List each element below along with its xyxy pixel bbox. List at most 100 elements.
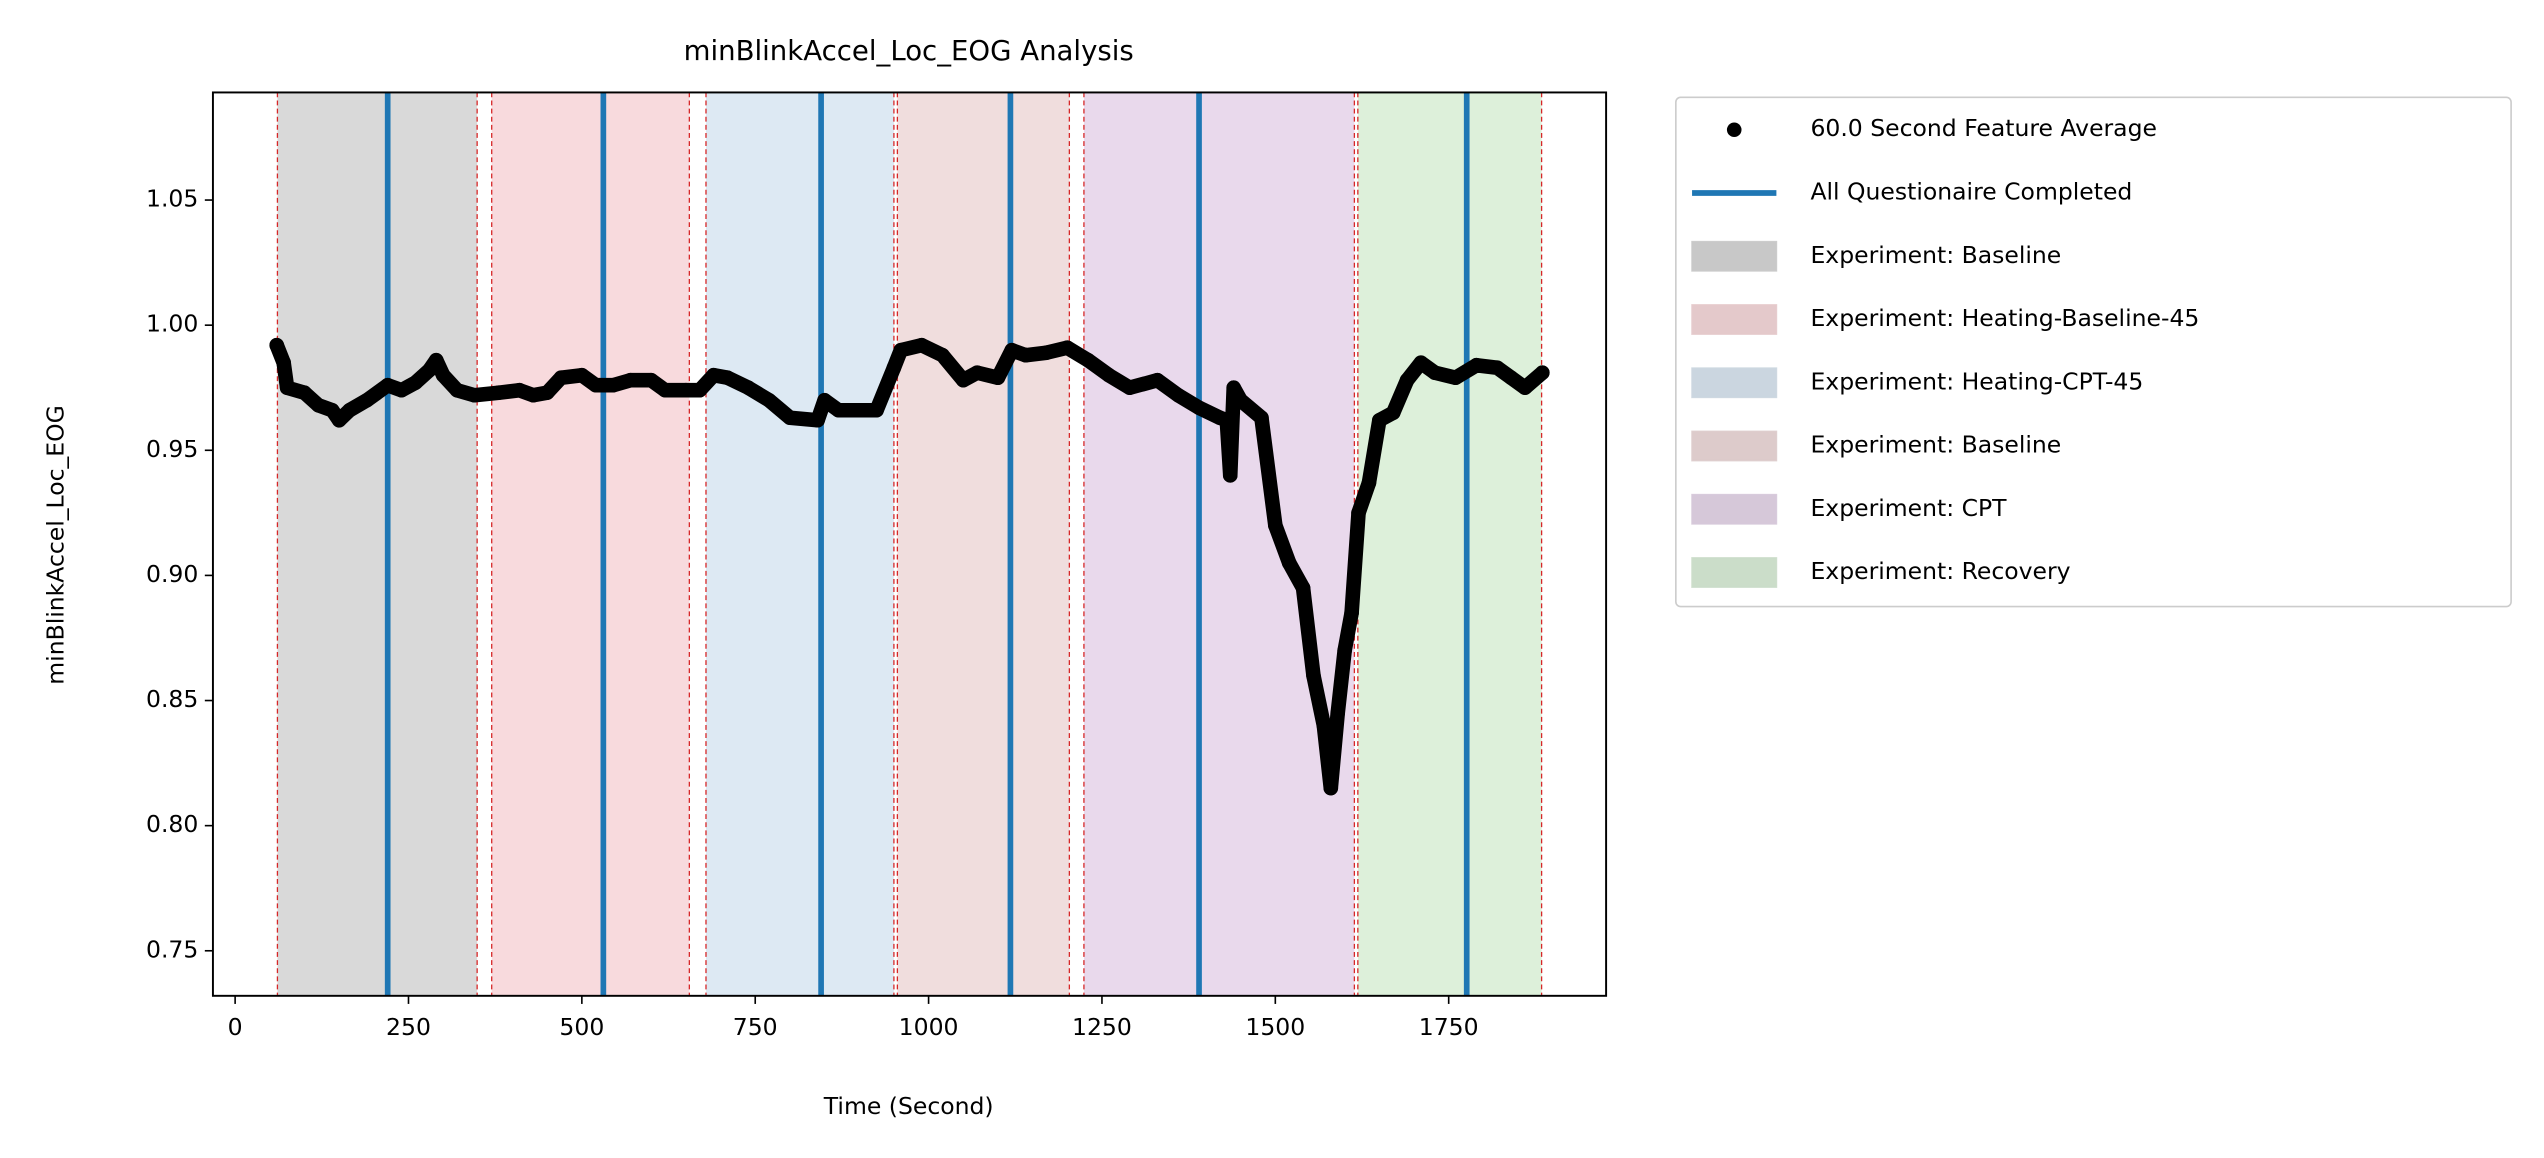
data-point (851, 402, 867, 418)
data-point (512, 382, 527, 398)
data-point (657, 382, 673, 398)
legend-swatch (1691, 493, 1778, 525)
legend-marker (1726, 122, 1742, 138)
data-point (720, 370, 735, 386)
y-tick-label: 1.05 (146, 185, 198, 213)
legend-box (1675, 96, 2512, 608)
data-point (1039, 345, 1054, 360)
data-point (1306, 668, 1321, 683)
data-point (1018, 347, 1033, 363)
y-tick-label: 1.00 (146, 310, 198, 338)
legend-swatch (1691, 240, 1778, 272)
x-tick-label: 1750 (1419, 1013, 1479, 1041)
data-point (1517, 380, 1533, 396)
x-tick-label: 1500 (1245, 1013, 1305, 1041)
data-point (1122, 380, 1137, 396)
legend-swatch (1691, 367, 1778, 399)
data-point (1344, 605, 1359, 621)
data-point (435, 367, 451, 383)
data-point (914, 337, 929, 353)
data-point (276, 355, 291, 371)
data-point (1413, 355, 1429, 371)
data-point (706, 367, 721, 383)
data-point (449, 382, 465, 398)
data-point (1330, 705, 1346, 721)
data-point (491, 385, 506, 401)
data-point (1080, 352, 1096, 368)
data-point (380, 377, 395, 393)
y-tick-label: 0.85 (146, 685, 198, 713)
data-point (331, 412, 347, 428)
data-point (359, 392, 375, 408)
data-point (1535, 365, 1550, 381)
phase-span (1357, 92, 1542, 996)
data-point (467, 387, 482, 403)
legend-label: Experiment: Heating-CPT-45 (1810, 367, 2143, 395)
data-point (1059, 340, 1075, 355)
data-point (692, 382, 708, 398)
phase-span (705, 92, 894, 996)
data-point (893, 342, 909, 358)
y-tick-label: 0.90 (146, 560, 198, 588)
data-point (1503, 370, 1519, 386)
data-point (1233, 392, 1248, 408)
data-point (869, 402, 884, 418)
data-point (1101, 367, 1117, 383)
data-point (1469, 357, 1484, 373)
data-point (831, 402, 846, 418)
data-point (1226, 380, 1242, 396)
data-point (1448, 370, 1463, 386)
data-point (782, 410, 798, 426)
data-point (269, 337, 285, 353)
data-point (678, 382, 694, 398)
x-tick-label: 0 (228, 1013, 243, 1041)
data-point (1191, 400, 1207, 416)
legend-label: Experiment: Heating-Baseline-45 (1810, 304, 2199, 332)
legend-swatch (1691, 304, 1778, 335)
data-point (1489, 360, 1505, 376)
data-point (1254, 410, 1269, 426)
legend-label: Experiment: Baseline (1810, 241, 2061, 269)
phase-span (491, 92, 690, 996)
data-point (428, 352, 444, 368)
chart-title: minBlinkAccel_Loc_EOG Analysis (684, 34, 1134, 67)
data-point (1170, 387, 1186, 403)
data-point (588, 377, 604, 393)
data-point (539, 385, 555, 401)
data-point (955, 372, 971, 388)
y-axis-label: minBlinkAccel_Loc_EOG (42, 405, 70, 685)
data-point (1268, 518, 1283, 533)
data-point (553, 370, 569, 386)
data-point (990, 370, 1006, 386)
x-tick-label: 500 (559, 1013, 604, 1041)
data-point (297, 385, 312, 401)
data-point (1222, 468, 1238, 483)
phase-span (1083, 92, 1355, 996)
data-point (1281, 555, 1297, 571)
data-point (1219, 412, 1235, 428)
x-tick-label: 750 (733, 1013, 778, 1041)
x-tick-label: 1250 (1072, 1013, 1132, 1041)
data-point (969, 365, 985, 381)
data-point (886, 360, 902, 376)
data-point (1427, 365, 1443, 381)
data-point (279, 380, 295, 396)
data-point (1385, 405, 1401, 421)
phase-span (897, 92, 1070, 996)
data-point (1316, 718, 1332, 733)
data-point (643, 372, 659, 388)
data-point (574, 367, 590, 383)
data-point (623, 372, 638, 388)
data-point (810, 412, 825, 428)
y-tick-label: 0.80 (146, 810, 198, 838)
legend-label: Experiment: Baseline (1810, 431, 2061, 459)
data-point (1150, 372, 1165, 388)
data-point (394, 382, 409, 398)
data-point (935, 347, 950, 363)
data-point (1399, 372, 1415, 388)
x-tick-label: 250 (386, 1013, 431, 1041)
legend-label: 60.0 Second Feature Average (1810, 114, 2157, 142)
legend-swatch (1691, 557, 1778, 588)
data-point (605, 377, 621, 393)
